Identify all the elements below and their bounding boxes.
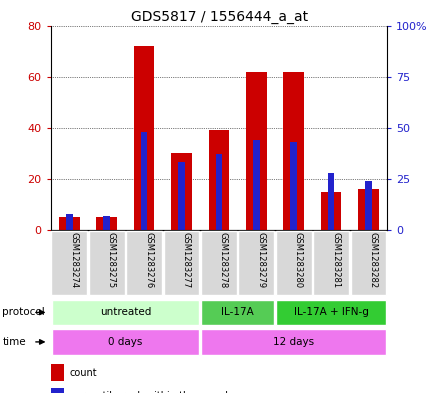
Text: GSM1283274: GSM1283274 — [70, 232, 78, 288]
Bar — [178, 162, 185, 230]
FancyBboxPatch shape — [51, 300, 199, 325]
Bar — [321, 191, 341, 230]
FancyBboxPatch shape — [164, 231, 199, 296]
Text: time: time — [2, 337, 26, 347]
Text: GDS5817 / 1556444_a_at: GDS5817 / 1556444_a_at — [132, 10, 308, 24]
FancyBboxPatch shape — [51, 329, 199, 354]
Bar — [51, 388, 64, 393]
Bar — [141, 132, 147, 230]
Text: 12 days: 12 days — [273, 337, 314, 347]
Bar — [51, 364, 64, 381]
Bar — [209, 130, 229, 230]
Text: untreated: untreated — [100, 307, 151, 318]
Bar — [283, 72, 304, 230]
Text: GSM1283277: GSM1283277 — [181, 232, 191, 288]
Text: protocol: protocol — [2, 307, 45, 318]
FancyBboxPatch shape — [276, 231, 312, 296]
Text: GSM1283276: GSM1283276 — [144, 232, 153, 288]
FancyBboxPatch shape — [201, 329, 386, 354]
Bar — [103, 216, 110, 230]
Bar — [66, 213, 73, 230]
Text: GSM1283280: GSM1283280 — [294, 232, 303, 288]
FancyBboxPatch shape — [313, 231, 349, 296]
Bar — [216, 154, 222, 230]
Bar — [171, 153, 192, 230]
Bar — [365, 181, 372, 230]
FancyBboxPatch shape — [276, 300, 386, 325]
Text: percentile rank within the sample: percentile rank within the sample — [69, 391, 234, 393]
Text: IL-17A: IL-17A — [221, 307, 254, 318]
FancyBboxPatch shape — [126, 231, 162, 296]
FancyBboxPatch shape — [89, 231, 125, 296]
Bar — [134, 46, 154, 230]
Bar — [253, 140, 260, 230]
Bar — [96, 217, 117, 230]
Text: IL-17A + IFN-g: IL-17A + IFN-g — [293, 307, 369, 318]
Bar — [246, 72, 267, 230]
FancyBboxPatch shape — [201, 300, 274, 325]
FancyBboxPatch shape — [51, 231, 87, 296]
Bar — [328, 173, 334, 230]
FancyBboxPatch shape — [201, 231, 237, 296]
Bar — [59, 217, 80, 230]
Text: GSM1283275: GSM1283275 — [107, 232, 116, 288]
FancyBboxPatch shape — [238, 231, 274, 296]
Text: 0 days: 0 days — [108, 337, 143, 347]
Bar — [358, 189, 379, 230]
FancyBboxPatch shape — [351, 231, 386, 296]
Bar — [290, 142, 297, 230]
Text: GSM1283282: GSM1283282 — [368, 232, 378, 288]
Text: GSM1283278: GSM1283278 — [219, 232, 228, 288]
Text: count: count — [69, 368, 97, 378]
Text: GSM1283279: GSM1283279 — [256, 232, 265, 288]
Text: GSM1283281: GSM1283281 — [331, 232, 340, 288]
